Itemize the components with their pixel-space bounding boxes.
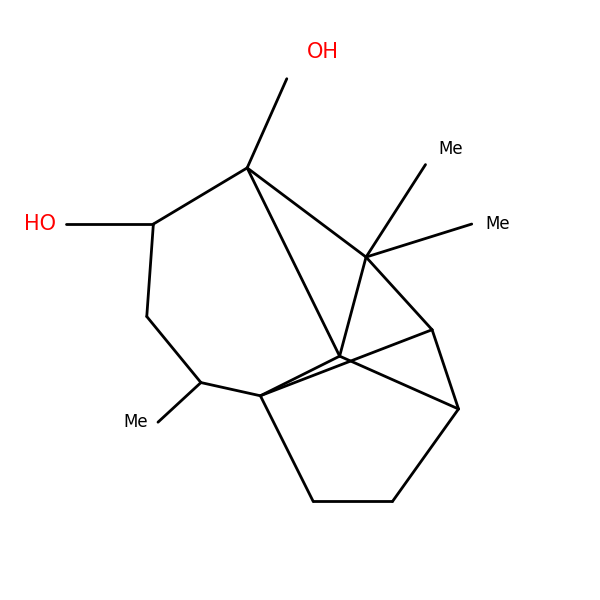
Text: HO: HO [23, 214, 56, 234]
Text: Me: Me [485, 215, 509, 233]
Text: OH: OH [307, 42, 338, 62]
Text: Me: Me [124, 413, 148, 431]
Text: Me: Me [439, 140, 463, 158]
